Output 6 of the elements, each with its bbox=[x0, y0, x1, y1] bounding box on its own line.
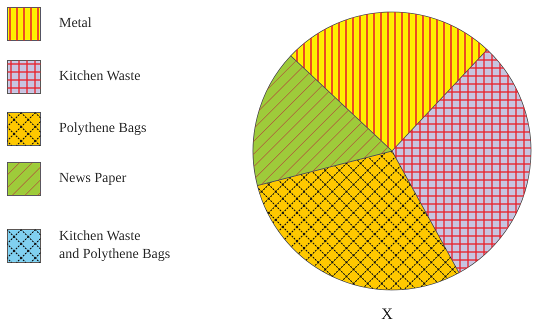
legend-label: Polythene Bags bbox=[59, 120, 146, 138]
legend-label: Kitchen Waste bbox=[59, 68, 140, 86]
legend-label: News Paper bbox=[59, 170, 126, 188]
text: X bbox=[380, 306, 394, 324]
legend-label: Metal bbox=[59, 15, 92, 33]
legend-label: Kitchen Waste and Polythene Bags bbox=[59, 228, 170, 264]
